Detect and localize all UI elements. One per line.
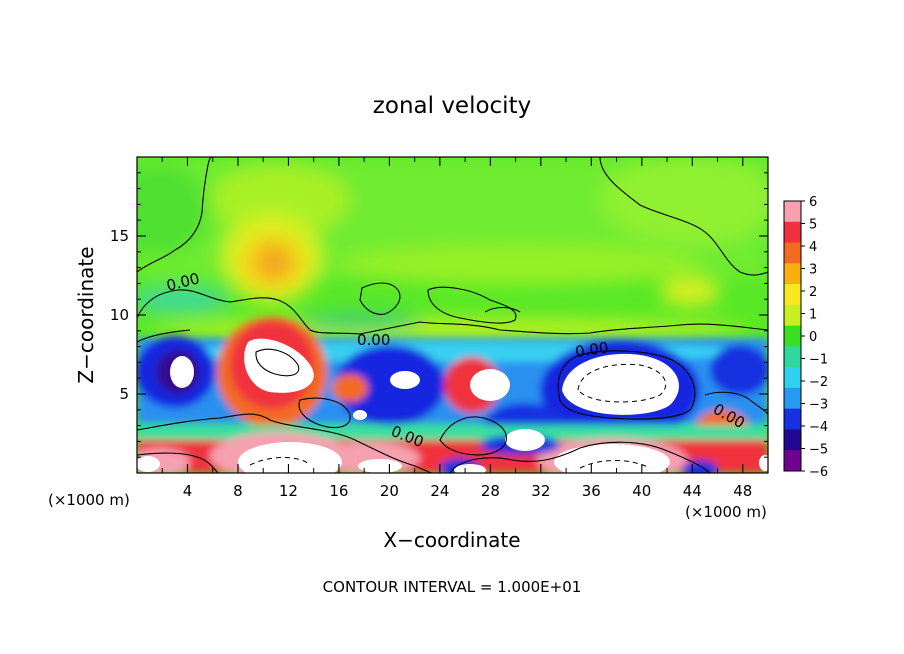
- colorbar-swatch: [784, 284, 801, 306]
- colorbar-swatch: [784, 304, 801, 327]
- y-axis: 5 10 15: [110, 172, 768, 458]
- x-tick-label: 24: [430, 482, 449, 500]
- x-tick-label: 32: [531, 482, 550, 500]
- colorbar-swatch: [784, 242, 801, 264]
- x-tick-label: 48: [733, 482, 752, 500]
- x-tick-label: 40: [632, 482, 651, 500]
- colorbar-tick-label: 3: [809, 263, 817, 278]
- x-tick-label: 8: [233, 482, 243, 500]
- colorbar-swatch: [784, 387, 801, 410]
- y-tick-label: 15: [110, 227, 129, 245]
- y-tick-label: 10: [110, 306, 129, 324]
- colorbar-tick-label: 5: [809, 218, 817, 233]
- x-axis-label: X−coordinate: [383, 528, 520, 552]
- z-unit-label: (×1000 m): [48, 491, 130, 509]
- colorbar-tick-label: −6: [809, 465, 828, 480]
- velocity-field: [137, 157, 768, 473]
- colorbar-tick-label: −2: [809, 375, 828, 390]
- colorbar-swatch: [784, 367, 801, 389]
- y-axis-label: Z−coordinate: [74, 246, 98, 383]
- colorbar-swatch: [784, 450, 801, 472]
- colorbar-swatch: [784, 201, 801, 223]
- x-tick-label: 20: [380, 482, 399, 500]
- contour-label: 0.00: [357, 331, 390, 349]
- contour-label: 0.00: [574, 338, 610, 360]
- colorbar-swatch: [784, 325, 801, 347]
- x-tick-label: 44: [683, 482, 702, 500]
- x-tick-label: 16: [329, 482, 348, 500]
- chart-title: zonal velocity: [373, 93, 531, 119]
- dashed-contours: [249, 363, 667, 469]
- colorbar-tick-label: 2: [809, 285, 817, 300]
- x-axis: 4 8 12 16 20 24 28 32 36 40 44 48: [161, 157, 752, 500]
- colorbar-swatch: [784, 221, 801, 244]
- x-tick-label: 36: [582, 482, 601, 500]
- x-tick-label: 28: [481, 482, 500, 500]
- colorbar-tick-label: 1: [809, 308, 817, 323]
- colorbar-tick-label: 0: [809, 330, 817, 345]
- colorbar-tick-label: −4: [809, 420, 828, 435]
- colorbar: 6 5 4 3 2 1 0 −1 −2 −3 −4 −5 −6: [783, 195, 828, 480]
- contour-interval-note: CONTOUR INTERVAL = 1.000E+01: [323, 578, 582, 596]
- colorbar-tick-label: −1: [809, 353, 828, 368]
- colorbar-swatch: [784, 346, 801, 368]
- y-tick-label: 5: [119, 385, 129, 403]
- colorbar-tick-label: −3: [809, 398, 828, 413]
- colorbar-tick-label: 6: [809, 195, 817, 210]
- contour-lines: [137, 157, 768, 473]
- colorbar-tick-label: 4: [809, 240, 817, 255]
- colorbar-swatch: [784, 263, 801, 285]
- x-unit-label: (×1000 m): [685, 503, 767, 521]
- colorbar-swatch: [784, 408, 801, 430]
- colorbar-swatch: [784, 429, 801, 451]
- x-tick-label: 12: [279, 482, 298, 500]
- x-tick-label: 4: [183, 482, 193, 500]
- colorbar-tick-label: −5: [809, 443, 828, 458]
